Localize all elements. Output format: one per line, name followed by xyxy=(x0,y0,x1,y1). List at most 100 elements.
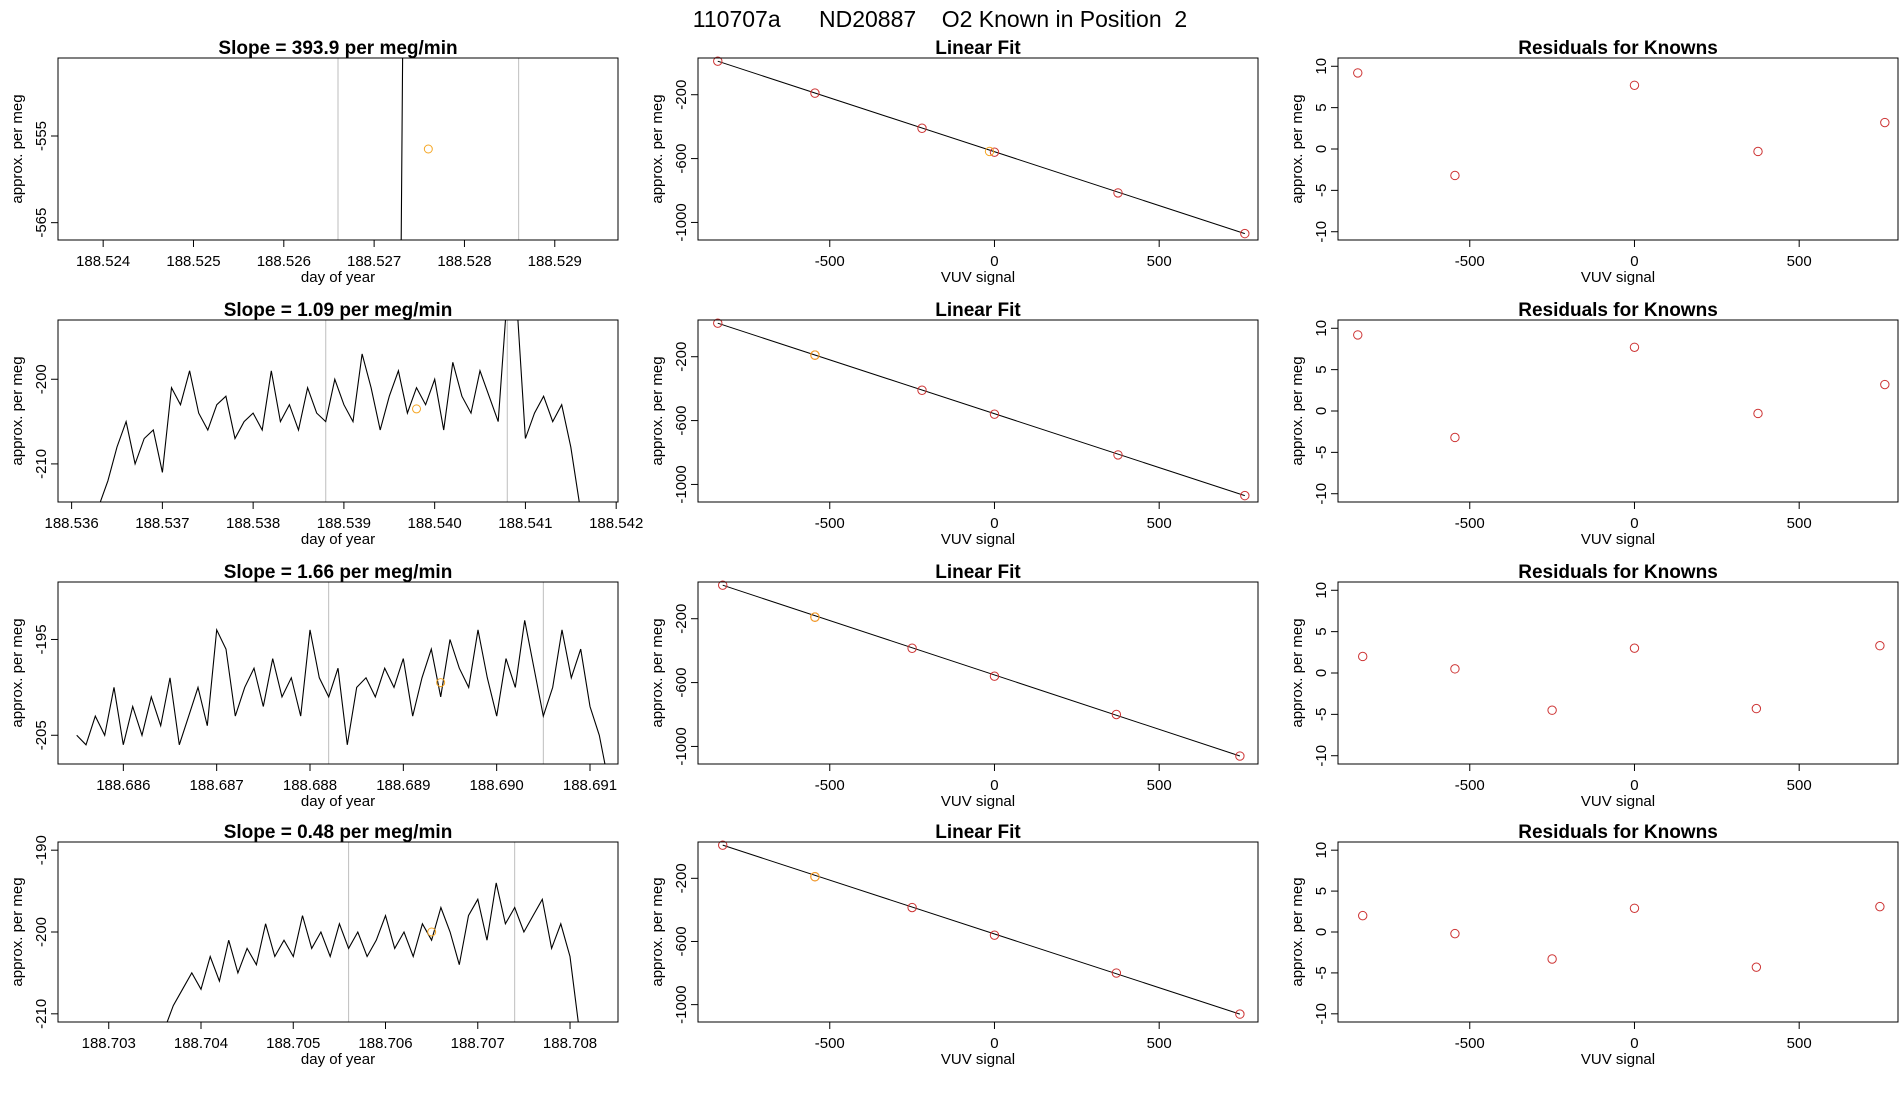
x-tick-label: 188.707 xyxy=(451,1035,505,1052)
y-axis-label: approx. per meg xyxy=(649,877,666,986)
x-tick-label: 500 xyxy=(1147,253,1172,270)
fit-row-3: Linear Fit -500 0 500 -1000 -600 -200 VUV signa… xyxy=(649,562,1259,810)
fit-line xyxy=(717,322,1245,497)
x-tick-label: 500 xyxy=(1787,777,1812,794)
panel-title: Linear Fit xyxy=(935,300,1021,321)
data-point xyxy=(1629,80,1640,91)
fit-row-4: Linear Fit -500 0 500 -1000 -600 -200 VUV signa… xyxy=(649,822,1259,1068)
x-tick-label: -500 xyxy=(1455,515,1485,532)
y-tick-label: -200 xyxy=(33,917,50,947)
trace-series xyxy=(166,882,579,1022)
y-axis-label: approx. per meg xyxy=(9,94,26,203)
x-tick-label: 0 xyxy=(1630,777,1638,794)
data-point xyxy=(1751,703,1762,714)
panel-title: Linear Fit xyxy=(935,38,1021,59)
plot-frame xyxy=(1337,581,1899,765)
data-point xyxy=(1753,146,1763,157)
y-tick-label: -10 xyxy=(1313,1003,1330,1025)
y-tick-label: -1000 xyxy=(673,985,690,1023)
x-tick-label: 188.688 xyxy=(283,777,337,794)
x-axis-label: day of year xyxy=(301,1051,375,1068)
data-point xyxy=(1880,379,1890,390)
data-point xyxy=(1629,903,1640,913)
data-point xyxy=(1111,968,1122,978)
y-tick-label: -1000 xyxy=(673,203,690,241)
resid-row-2: Residuals for Knowns -500 0 500 -10 -5 0 5 10 VUV… xyxy=(1289,300,1899,548)
data-point xyxy=(1751,962,1762,972)
data-point xyxy=(713,56,723,66)
x-tick-label: 188.541 xyxy=(498,515,552,532)
resid-row-4: Residuals for Knowns -500 0 500 -10 -5 0 5 10 VUV… xyxy=(1289,822,1899,1068)
plot-frame xyxy=(57,319,619,503)
data-point xyxy=(917,123,927,133)
y-tick-label: -200 xyxy=(673,80,690,110)
x-tick-label: 188.524 xyxy=(76,253,130,270)
x-tick-label: 188.706 xyxy=(358,1035,412,1052)
highlight-point xyxy=(984,146,995,157)
y-tick-label: 5 xyxy=(1313,887,1330,895)
x-tick-label: 188.703 xyxy=(82,1035,136,1052)
mean-marker xyxy=(427,927,437,937)
x-tick-label: 188.538 xyxy=(226,515,280,532)
data-point xyxy=(1547,954,1557,964)
y-axis-label: approx. per meg xyxy=(1289,94,1306,203)
x-tick-label: 188.689 xyxy=(376,777,430,794)
y-axis-label: approx. per meg xyxy=(1289,356,1306,465)
x-tick-label: 0 xyxy=(1630,253,1638,270)
data-point xyxy=(1240,490,1250,501)
fit-row-2: Linear Fit -500 0 500 -1000 -600 -200 VUV signa… xyxy=(649,300,1259,548)
data-point xyxy=(989,930,1000,940)
plot-frame xyxy=(697,319,1259,503)
plot-frame xyxy=(1337,841,1899,1023)
y-axis-label: approx. per meg xyxy=(1289,618,1306,727)
x-tick-label: -500 xyxy=(1455,253,1485,270)
x-axis-label: VUV signal xyxy=(941,531,1015,548)
x-tick-label: -500 xyxy=(815,1035,845,1052)
trace-row-2: Slope = 1.09 per meg/min 188.536 188.537 18… xyxy=(9,300,643,548)
data-point xyxy=(1629,342,1640,352)
y-axis-label: approx. per meg xyxy=(649,94,666,203)
x-tick-label: -500 xyxy=(1455,1035,1485,1052)
y-tick-label: -1000 xyxy=(673,465,690,503)
y-tick-label: 10 xyxy=(1313,842,1330,859)
x-tick-label: -500 xyxy=(815,515,845,532)
data-point xyxy=(1450,170,1460,181)
y-axis-label: approx. per meg xyxy=(9,877,26,986)
data-point xyxy=(907,643,917,653)
data-point xyxy=(1547,705,1557,715)
panel-title: Slope = 0.48 per meg/min xyxy=(224,822,453,843)
y-tick-label: 10 xyxy=(1313,320,1330,337)
data-point xyxy=(1353,68,1363,78)
data-point xyxy=(1753,408,1763,419)
x-axis-label: VUV signal xyxy=(941,793,1015,810)
y-tick-label: -210 xyxy=(33,999,50,1029)
y-tick-label: -10 xyxy=(1313,745,1330,767)
y-tick-label: -5 xyxy=(1313,184,1330,197)
x-tick-label: 188.540 xyxy=(408,515,462,532)
x-tick-label: 500 xyxy=(1787,515,1812,532)
x-axis-label: VUV signal xyxy=(941,269,1015,286)
data-point xyxy=(1880,117,1890,128)
y-tick-label: -5 xyxy=(1313,966,1330,979)
x-tick-label: 0 xyxy=(1630,515,1638,532)
data-point xyxy=(1450,664,1460,674)
y-tick-label: 5 xyxy=(1313,627,1330,635)
mean-marker xyxy=(423,144,433,154)
fit-line xyxy=(722,844,1241,1015)
data-point xyxy=(1235,751,1245,761)
x-tick-label: 188.536 xyxy=(44,515,98,532)
trace-row-4: Slope = 0.48 per meg/min 188.703 188.704 18… xyxy=(9,822,619,1068)
resid-row-1: Residuals for Knowns -500 0 500 -10 -5 0 5 10 VUV… xyxy=(1289,38,1899,286)
x-axis-label: day of year xyxy=(301,269,375,286)
mean-marker xyxy=(436,678,446,688)
x-tick-label: 188.525 xyxy=(166,253,220,270)
x-tick-label: 188.686 xyxy=(96,777,150,794)
plot-frame xyxy=(1337,57,1899,241)
plot-frame xyxy=(697,57,1259,241)
fit-line xyxy=(717,60,1245,235)
x-axis-label: VUV signal xyxy=(941,1051,1015,1068)
data-point xyxy=(907,902,917,913)
panel-title: Residuals for Knowns xyxy=(1518,300,1718,321)
y-axis-label: approx. per meg xyxy=(1289,877,1306,986)
data-point xyxy=(1875,901,1885,912)
